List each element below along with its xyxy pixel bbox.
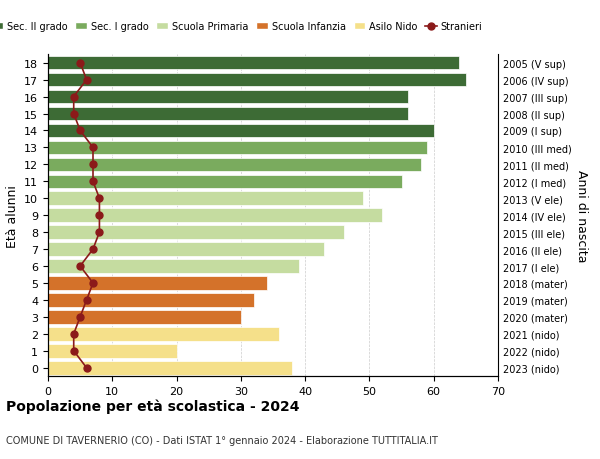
Bar [48,124,434,138]
Point [69,347,79,355]
Bar [48,293,254,307]
Legend: Sec. II grado, Sec. I grado, Scuola Primaria, Scuola Infanzia, Asilo Nido, Stran: Sec. II grado, Sec. I grado, Scuola Prim… [0,18,487,36]
Bar [48,327,280,341]
Bar [48,74,466,87]
Bar [48,344,176,358]
Point [82,77,91,84]
Bar [48,277,266,290]
Bar [48,243,325,256]
Point [82,364,91,372]
Text: Popolazione per età scolastica - 2024: Popolazione per età scolastica - 2024 [6,398,299,413]
Point [69,94,79,101]
Bar [48,90,408,104]
Point [69,330,79,338]
Bar [48,158,421,172]
Bar [48,107,408,121]
Point [95,212,104,219]
Point [76,128,85,135]
Bar [48,192,363,206]
Bar [48,310,241,324]
Bar [48,175,401,189]
Bar [48,361,292,375]
Point [88,145,98,152]
Point [95,229,104,236]
Point [76,263,85,270]
Text: COMUNE DI TAVERNERIO (CO) - Dati ISTAT 1° gennaio 2024 - Elaborazione TUTTITALIA: COMUNE DI TAVERNERIO (CO) - Dati ISTAT 1… [6,435,438,445]
Point [88,178,98,185]
Bar [48,141,427,155]
Point [88,246,98,253]
Point [95,195,104,202]
Point [82,297,91,304]
Point [76,60,85,67]
Point [76,313,85,321]
Point [69,111,79,118]
Point [88,280,98,287]
Point [88,161,98,168]
Y-axis label: Anni di nascita: Anni di nascita [575,169,588,262]
Bar [48,226,344,240]
Bar [48,57,460,70]
Y-axis label: Età alunni: Età alunni [5,185,19,247]
Bar [48,209,382,223]
Bar [48,260,299,273]
